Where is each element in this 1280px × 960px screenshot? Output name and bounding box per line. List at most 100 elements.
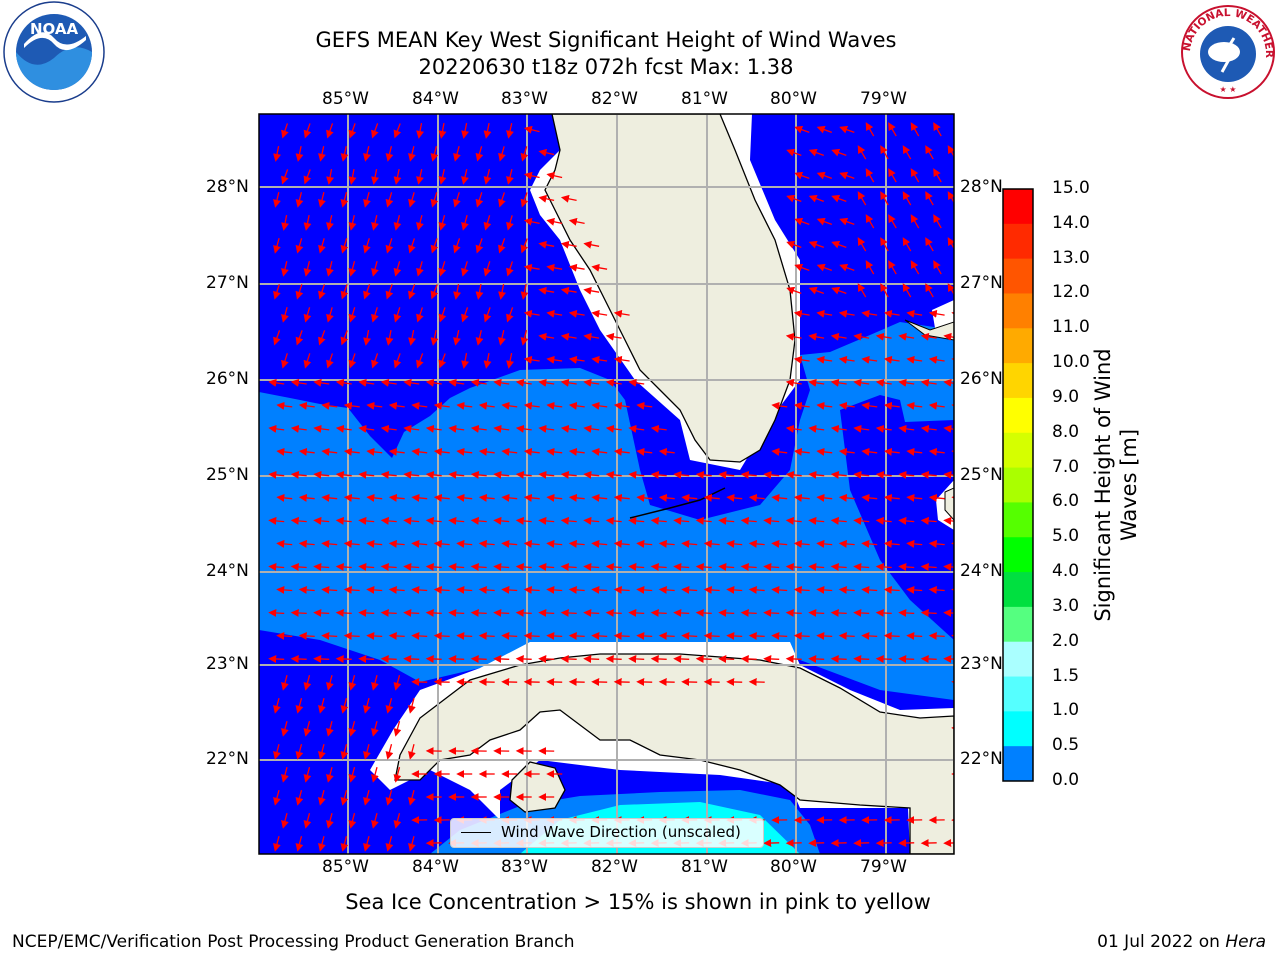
wave-direction-arrow-icon — [583, 378, 600, 387]
wave-direction-arrow-icon — [928, 585, 945, 594]
wave-direction-arrow-icon — [453, 146, 461, 162]
wave-direction-arrow-icon — [853, 516, 870, 525]
wave-direction-arrow-icon — [838, 309, 855, 318]
wave-direction-arrow-icon — [583, 240, 600, 249]
wave-direction-arrow-icon — [438, 122, 447, 139]
wave-direction-arrow-icon — [295, 192, 304, 208]
wave-direction-arrow-icon — [861, 355, 878, 364]
wave-direction-arrow-icon — [371, 307, 379, 323]
wave-direction-arrow-icon — [498, 146, 506, 162]
lon-label-bottom: 82°W — [591, 857, 638, 877]
wave-direction-arrow-icon — [808, 608, 825, 617]
wave-direction-arrow-icon — [785, 516, 802, 525]
wave-direction-arrow-icon — [276, 539, 293, 548]
wave-direction-arrow-icon — [538, 148, 555, 157]
wave-direction-arrow-icon — [335, 562, 352, 571]
wave-direction-arrow-icon — [393, 215, 402, 231]
wave-direction-arrow-icon — [838, 401, 855, 410]
wave-direction-arrow-icon — [295, 284, 304, 300]
wave-direction-arrow-icon — [538, 608, 555, 617]
wave-direction-arrow-icon — [865, 122, 875, 137]
lat-label-left: 24°N — [206, 561, 249, 581]
wave-direction-arrow-icon — [861, 401, 878, 410]
wave-direction-arrow-icon — [888, 260, 897, 275]
wave-direction-arrow-icon — [483, 352, 492, 369]
wave-direction-arrow-icon — [947, 283, 954, 296]
wave-direction-arrow-icon — [461, 169, 469, 185]
wave-direction-arrow-icon — [808, 654, 825, 663]
wave-direction-arrow-icon — [839, 263, 855, 272]
sea-ice-note: Sea Ice Concentration > 15% is shown in … — [345, 890, 931, 914]
wave-direction-arrow-icon — [273, 698, 281, 714]
wave-direction-arrow-icon — [403, 608, 420, 617]
wave-direction-arrow-icon — [546, 309, 563, 318]
wave-direction-arrow-icon — [658, 493, 675, 502]
wave-direction-arrow-icon — [506, 307, 514, 323]
wave-direction-arrow-icon — [568, 539, 585, 548]
wave-direction-arrow-icon — [523, 539, 540, 548]
colorbar-tick-label: 0.5 — [1052, 735, 1080, 756]
wave-direction-arrow-icon — [793, 585, 810, 594]
wave-direction-arrow-icon — [546, 217, 563, 226]
wave-direction-arrow-icon — [461, 122, 469, 139]
wave-direction-arrow-icon — [453, 192, 461, 208]
florida-land — [544, 114, 796, 463]
colorbar-segment — [1003, 746, 1033, 782]
wave-direction-arrow-icon — [883, 631, 900, 640]
wave-direction-arrow-icon — [883, 493, 900, 502]
wave-direction-arrow-icon — [830, 516, 847, 525]
wave-direction-arrow-icon — [816, 539, 833, 548]
lon-label-top: 81°W — [681, 89, 728, 109]
wave-direction-arrow-icon — [560, 470, 577, 479]
wave-direction-arrow-icon — [793, 447, 810, 456]
wave-direction-arrow-icon — [470, 562, 487, 571]
wave-direction-arrow-icon — [538, 240, 555, 249]
wave-direction-arrow-icon — [771, 447, 788, 456]
wave-direction-arrow-icon — [816, 217, 833, 226]
wave-direction-arrow-icon — [763, 562, 780, 571]
wave-direction-arrow-icon — [726, 631, 743, 640]
wave-direction-arrow-icon — [313, 378, 330, 387]
wave-direction-arrow-icon — [925, 283, 934, 298]
wave-direction-arrow-icon — [313, 424, 330, 433]
wave-direction-arrow-icon — [295, 836, 304, 852]
lat-label-right: 22°N — [960, 749, 1003, 769]
wave-direction-arrow-icon — [358, 562, 375, 571]
wave-direction-arrow-icon — [515, 562, 532, 571]
wave-direction-arrow-icon — [928, 493, 945, 502]
wave-direction-arrow-icon — [628, 516, 645, 525]
wave-direction-arrow-icon — [928, 355, 945, 364]
wave-direction-arrow-icon — [501, 539, 518, 548]
wave-direction-arrow-icon — [673, 608, 690, 617]
wave-direction-arrow-icon — [416, 307, 424, 323]
wave-direction-arrow-icon — [416, 122, 425, 139]
lon-label-top: 79°W — [860, 89, 907, 109]
wave-direction-arrow-icon — [438, 353, 447, 369]
wave-direction-arrow-icon — [943, 378, 954, 387]
wave-direction-arrow-icon — [650, 562, 667, 571]
wave-direction-arrow-icon — [695, 470, 712, 479]
wave-direction-arrow-icon — [470, 608, 487, 617]
wave-direction-arrow-icon — [470, 378, 487, 387]
colorbar-segment — [1003, 328, 1033, 364]
wave-direction-arrow-icon — [363, 238, 371, 254]
bahamas-land — [904, 319, 954, 521]
wave-direction-arrow-icon — [298, 401, 315, 410]
colorbar-tick-label: 7.0 — [1052, 456, 1080, 477]
wave-direction-arrow-icon — [816, 493, 833, 502]
wave-direction-arrow-icon — [268, 654, 285, 663]
wave-direction-arrow-icon — [411, 585, 428, 594]
wave-direction-arrow-icon — [348, 307, 357, 323]
wave-direction-arrow-icon — [658, 447, 675, 456]
wave-direction-arrow-icon — [371, 261, 379, 277]
wave-direction-arrow-icon — [785, 562, 802, 571]
wave-direction-arrow-icon — [388, 539, 405, 548]
wave-direction-arrow-icon — [433, 447, 450, 456]
wave-direction-arrow-icon — [943, 562, 954, 571]
wave-direction-arrow-icon — [506, 123, 514, 139]
wave-direction-arrow-icon — [358, 378, 375, 387]
wave-direction-arrow-icon — [276, 493, 293, 502]
wave-direction-arrow-icon — [295, 790, 304, 806]
wave-direction-arrow-icon — [785, 378, 802, 387]
wave-direction-arrow-icon — [408, 284, 416, 300]
